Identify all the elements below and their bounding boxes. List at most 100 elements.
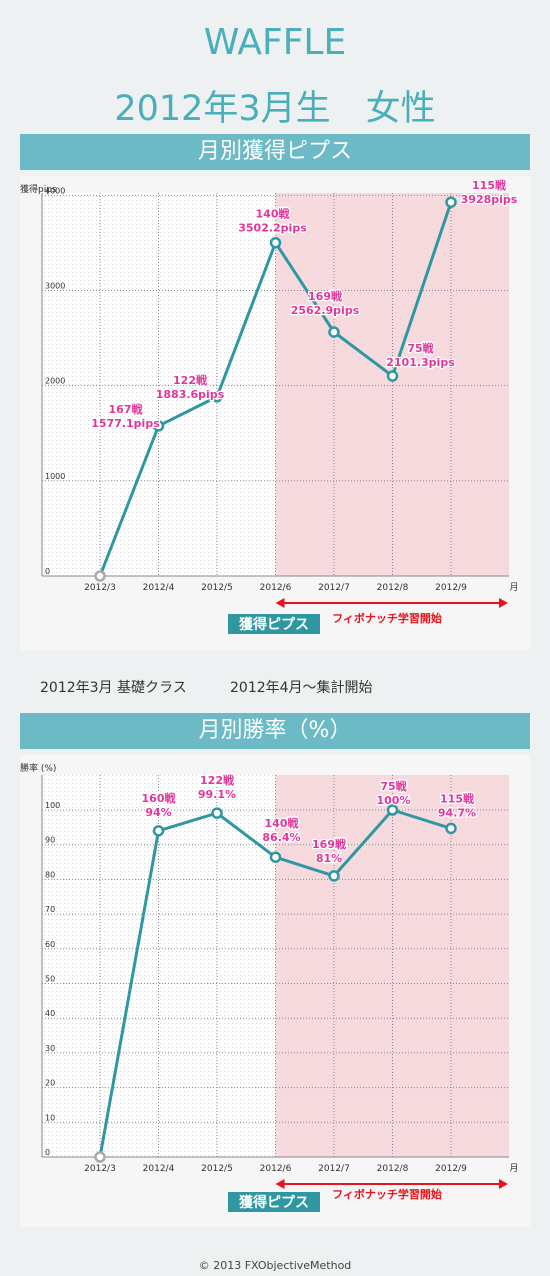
data-label-line: 115戦 <box>440 791 475 805</box>
data-label-line: 75戦 <box>380 779 407 793</box>
data-label: 160戦 94% <box>142 791 177 819</box>
y-axis-label: 獲得pips <box>20 183 57 195</box>
x-tick-label: 2012/4 <box>143 583 175 593</box>
x-tick-label: 2012/3 <box>84 1164 116 1174</box>
y-tick-label: 1000 <box>45 472 65 481</box>
data-label-line: 115戦 <box>472 178 507 192</box>
data-label-line: 3928pips <box>461 193 518 206</box>
data-label: 75戦 100% <box>377 779 411 807</box>
data-label-line: 99.1% <box>198 788 236 801</box>
chart1-title: 月別獲得ピプス <box>20 134 530 170</box>
data-point <box>386 804 399 816</box>
data-label-line: 75戦 <box>407 341 434 355</box>
data-label-line: 94.7% <box>438 806 476 819</box>
data-label: 122戦 1883.6pips <box>156 373 225 401</box>
legend-box <box>228 1192 320 1212</box>
data-point <box>445 822 457 835</box>
data-label-line: 94% <box>145 806 171 819</box>
chart2-title: 月別勝率（%） <box>20 713 530 749</box>
annotation-text: フィボナッチ学習開始 <box>332 1187 442 1201</box>
data-label-line: 1883.6pips <box>156 388 225 401</box>
data-label: 167戦 1577.1pips <box>91 402 160 430</box>
y-tick-label: 3000 <box>45 282 65 291</box>
data-point <box>269 851 282 863</box>
x-tick-label: 2012/8 <box>377 583 409 593</box>
annotation-arrow-left-head <box>275 1179 285 1189</box>
data-label-line: 140戦 <box>256 207 291 221</box>
data-point <box>328 870 340 882</box>
copyright: © 2013 FXObjectiveMethod <box>198 1259 352 1272</box>
x-tick-label: 2012/9 <box>435 1164 467 1174</box>
x-tick-label: 2012/9 <box>435 583 467 593</box>
annotation-arrow-right-head <box>499 598 508 608</box>
y-tick-label: 70 <box>45 905 55 914</box>
data-label-line: 81% <box>316 852 342 865</box>
data-point <box>94 1151 106 1163</box>
data-label-line: 160戦 <box>142 791 177 805</box>
data-point <box>386 370 399 382</box>
y-tick-label: 40 <box>45 1009 55 1018</box>
data-label-line: 167戦 <box>109 402 144 416</box>
data-label: 115戦 3928pips <box>461 178 518 206</box>
data-label: 140戦 3502.2pips <box>238 207 307 235</box>
data-point <box>328 326 340 338</box>
data-label-line: 122戦 <box>173 373 208 387</box>
annotation-arrow-left-head <box>275 598 285 608</box>
x-tick-label: 2012/6 <box>260 1164 292 1174</box>
x-tick-label: 2012/3 <box>84 583 116 593</box>
data-point <box>211 807 223 819</box>
data-label: 115戦 94.7% <box>438 791 476 819</box>
x-tick-label: 2012/7 <box>318 583 350 593</box>
data-label-line: 169戦 <box>308 289 343 303</box>
y-tick-label: 30 <box>45 1044 55 1053</box>
x-tick-label: 2012/5 <box>201 1164 233 1174</box>
data-point <box>94 570 106 582</box>
y-tick-label: 0 <box>45 567 50 576</box>
y-tick-label: 60 <box>45 940 55 949</box>
note-basic-class: 2012年3月 基礎クラス <box>40 680 187 696</box>
winrate-chart: 0 10 20 30 40 50 60 70 80 90 100 勝率 (%) 2012/3 2012/4… <box>20 755 530 1227</box>
data-point <box>445 196 457 208</box>
data-point <box>211 391 223 403</box>
y-tick-label: 0 <box>45 1148 50 1157</box>
data-label-line: 3502.2pips <box>238 222 307 235</box>
data-label-line: 2101.3pips <box>386 356 455 369</box>
page-subtitle: 2012年3月生 女性 <box>114 89 436 129</box>
note-count-start: 2012年4月〜集計開始 <box>230 680 373 696</box>
y-tick-label: 50 <box>45 975 55 984</box>
y-tick-label: 90 <box>45 836 55 845</box>
legend-label: 獲得ピプス <box>239 616 309 633</box>
data-label-line: 169戦 <box>312 837 347 851</box>
data-point <box>269 236 282 249</box>
legend-label: 獲得ピプス <box>239 1194 309 1211</box>
legend-box <box>228 614 320 634</box>
pips-chart: 0 1000 2000 3000 4000 獲得pips 2012/3 2012/4 2012/… <box>20 176 530 650</box>
x-tick-label: 2012/6 <box>260 583 292 593</box>
y-tick-label: 10 <box>45 1113 55 1122</box>
x-axis-label: 月 <box>509 582 518 593</box>
data-label: 140戦 86.4% <box>262 816 300 844</box>
data-label: 169戦 2562.9pips <box>291 289 360 317</box>
data-label-line: 100% <box>377 794 411 807</box>
data-label-line: 2562.9pips <box>291 304 360 317</box>
data-label: 122戦 99.1% <box>198 773 236 801</box>
data-point <box>152 420 165 432</box>
y-tick-label: 4000 <box>45 186 65 195</box>
data-label: 169戦 81% <box>312 837 347 865</box>
winrate-chart-svg: 0 10 20 30 40 50 60 70 80 90 100 勝率 (%) 2012/3 2012/4… <box>20 762 519 1212</box>
y-tick-label: 100 <box>45 801 60 810</box>
data-label: 75戦 2101.3pips <box>386 341 455 369</box>
x-axis-label: 月 <box>509 1163 518 1174</box>
page-title: WAFFLE <box>203 22 347 63</box>
x-tick-label: 2012/7 <box>318 1164 350 1174</box>
data-label-line: 122戦 <box>200 773 235 787</box>
x-tick-label: 2012/4 <box>143 1164 175 1174</box>
data-label-line: 140戦 <box>265 816 300 830</box>
y-tick-label: 20 <box>45 1079 55 1088</box>
y-tick-label: 80 <box>45 870 55 879</box>
data-label-line: 1577.1pips <box>91 417 160 430</box>
y-axis-label: 勝率 (%) <box>20 762 56 774</box>
x-tick-label: 2012/8 <box>377 1164 409 1174</box>
data-label-line: 86.4% <box>262 831 300 844</box>
